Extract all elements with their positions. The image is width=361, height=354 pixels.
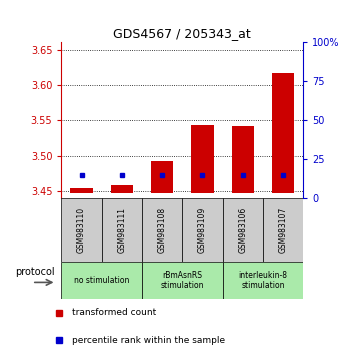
Bar xyxy=(272,73,294,193)
Text: rBmAsnRS
stimulation: rBmAsnRS stimulation xyxy=(161,271,204,290)
Text: protocol: protocol xyxy=(15,267,55,278)
Bar xyxy=(70,188,93,193)
Text: GSM983108: GSM983108 xyxy=(158,207,167,253)
Text: GSM983107: GSM983107 xyxy=(279,207,288,253)
Bar xyxy=(182,198,223,262)
Bar xyxy=(151,161,173,193)
Bar xyxy=(111,185,133,193)
Bar xyxy=(223,262,303,299)
Bar xyxy=(142,262,223,299)
Text: no stimulation: no stimulation xyxy=(74,276,129,285)
Text: interleukin-8
stimulation: interleukin-8 stimulation xyxy=(238,271,287,290)
Text: transformed count: transformed count xyxy=(72,308,156,317)
Bar xyxy=(223,198,263,262)
Title: GDS4567 / 205343_at: GDS4567 / 205343_at xyxy=(113,27,251,40)
Text: GSM983110: GSM983110 xyxy=(77,207,86,253)
Text: GSM983109: GSM983109 xyxy=(198,207,207,253)
Bar xyxy=(263,198,303,262)
Bar xyxy=(142,198,182,262)
Bar xyxy=(61,198,102,262)
Bar xyxy=(61,262,142,299)
Text: percentile rank within the sample: percentile rank within the sample xyxy=(72,336,225,345)
Text: GSM983106: GSM983106 xyxy=(238,207,247,253)
Text: GSM983111: GSM983111 xyxy=(117,207,126,253)
Bar xyxy=(191,125,214,193)
Bar xyxy=(232,126,254,193)
Bar xyxy=(102,198,142,262)
